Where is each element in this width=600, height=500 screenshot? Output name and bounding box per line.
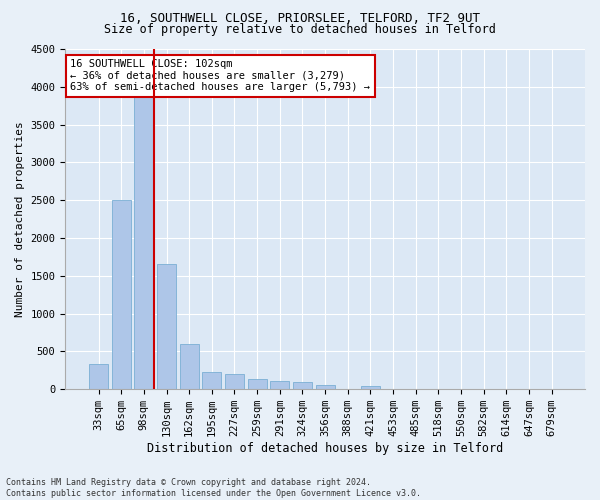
Text: 16 SOUTHWELL CLOSE: 102sqm
← 36% of detached houses are smaller (3,279)
63% of s: 16 SOUTHWELL CLOSE: 102sqm ← 36% of deta…	[70, 59, 370, 92]
Bar	[270, 382, 289, 389]
Bar	[112, 200, 131, 389]
Bar	[361, 386, 380, 389]
Bar	[134, 83, 154, 389]
Text: Contains HM Land Registry data © Crown copyright and database right 2024.
Contai: Contains HM Land Registry data © Crown c…	[6, 478, 421, 498]
Text: Size of property relative to detached houses in Telford: Size of property relative to detached ho…	[104, 22, 496, 36]
Text: 16, SOUTHWELL CLOSE, PRIORSLEE, TELFORD, TF2 9UT: 16, SOUTHWELL CLOSE, PRIORSLEE, TELFORD,…	[120, 12, 480, 26]
Bar	[179, 344, 199, 389]
Y-axis label: Number of detached properties: Number of detached properties	[15, 121, 25, 317]
Bar	[248, 380, 267, 389]
Bar	[157, 264, 176, 389]
X-axis label: Distribution of detached houses by size in Telford: Distribution of detached houses by size …	[147, 442, 503, 455]
Bar	[293, 382, 312, 389]
Bar	[202, 372, 221, 389]
Bar	[316, 385, 335, 389]
Bar	[89, 364, 108, 389]
Bar	[225, 374, 244, 389]
